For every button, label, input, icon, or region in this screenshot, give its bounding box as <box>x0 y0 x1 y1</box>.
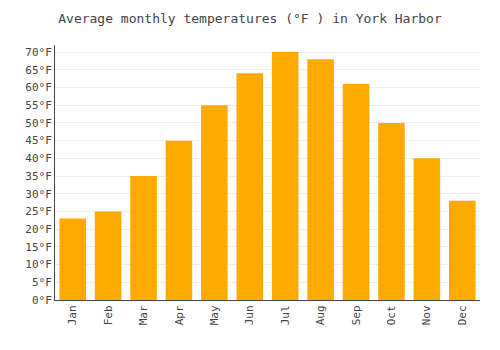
svg-text:Feb: Feb <box>102 305 115 325</box>
svg-text:Mar: Mar <box>137 305 150 325</box>
svg-text:Average monthly temperatures (: Average monthly temperatures (°F ) in Yo… <box>58 11 442 26</box>
svg-text:35°F: 35°F <box>25 170 52 183</box>
svg-text:Dec: Dec <box>456 305 469 325</box>
svg-text:20°F: 20°F <box>25 223 52 236</box>
svg-text:Aug: Aug <box>314 305 327 325</box>
svg-text:Oct: Oct <box>385 305 398 325</box>
svg-text:10°F: 10°F <box>25 258 52 271</box>
svg-text:60°F: 60°F <box>25 81 52 94</box>
svg-text:40°F: 40°F <box>25 152 52 165</box>
svg-text:70°F: 70°F <box>25 46 52 59</box>
svg-text:Nov: Nov <box>420 305 433 325</box>
svg-text:55°F: 55°F <box>25 99 52 112</box>
svg-text:25°F: 25°F <box>25 205 52 218</box>
svg-text:30°F: 30°F <box>25 188 52 201</box>
svg-text:5°F: 5°F <box>32 276 52 289</box>
svg-text:Jul: Jul <box>279 305 292 325</box>
svg-text:50°F: 50°F <box>25 117 52 130</box>
svg-text:65°F: 65°F <box>25 64 52 77</box>
svg-text:May: May <box>208 305 221 325</box>
svg-text:Apr: Apr <box>173 305 186 325</box>
svg-text:Jan: Jan <box>66 305 79 325</box>
svg-text:0°F: 0°F <box>32 294 52 307</box>
svg-text:Sep: Sep <box>350 305 363 325</box>
svg-text:45°F: 45°F <box>25 134 52 147</box>
svg-text:15°F: 15°F <box>25 241 52 254</box>
svg-text:Jun: Jun <box>243 305 256 325</box>
